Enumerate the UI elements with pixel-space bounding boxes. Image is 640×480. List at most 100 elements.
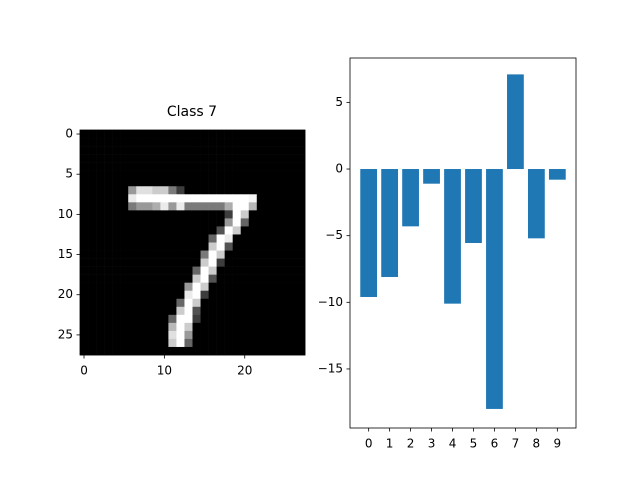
pixel [288, 202, 298, 211]
pixel [208, 258, 217, 267]
pixel [208, 130, 217, 139]
pixel [80, 314, 89, 324]
pixel [168, 266, 177, 275]
pixel [104, 186, 113, 195]
pixel [192, 146, 201, 155]
pixel [272, 226, 282, 235]
pixel [136, 242, 145, 251]
pixel [104, 146, 113, 155]
pixel [272, 162, 282, 171]
pixel [88, 250, 97, 259]
pixel [152, 330, 161, 340]
pixel [152, 146, 161, 155]
pixel [208, 210, 217, 219]
pixel [272, 146, 282, 155]
pixel [256, 282, 266, 292]
pixel [216, 218, 225, 227]
pixel [248, 130, 258, 139]
pixel [80, 130, 89, 139]
pixel [160, 186, 169, 195]
pixel [232, 314, 242, 324]
pixel [96, 338, 105, 348]
pixel [248, 194, 258, 203]
pixel [232, 250, 242, 259]
pixel [200, 226, 209, 235]
pixel [104, 226, 113, 235]
pixel [80, 202, 89, 211]
pixel [288, 346, 298, 356]
pixel [240, 234, 250, 243]
pixel [184, 178, 193, 187]
pixel [96, 186, 105, 195]
pixel [240, 266, 250, 275]
y-tick-label: 0 [65, 127, 73, 141]
pixel [184, 186, 193, 195]
pixel [136, 298, 145, 308]
pixel [208, 298, 217, 308]
pixel [296, 194, 306, 203]
pixel [176, 346, 185, 356]
pixel [96, 314, 105, 324]
pixel [136, 210, 145, 219]
pixel [184, 306, 193, 316]
pixel [128, 258, 137, 267]
pixel [264, 218, 274, 227]
pixel [280, 314, 290, 324]
pixel [216, 274, 225, 283]
pixel [152, 234, 161, 243]
pixel [224, 258, 233, 267]
pixel [152, 210, 161, 219]
x-tick-label: 20 [237, 364, 252, 378]
pixel [240, 306, 250, 316]
pixel [136, 322, 145, 332]
pixel [160, 250, 169, 259]
pixel [248, 274, 258, 283]
pixel [144, 162, 153, 171]
pixel [136, 178, 145, 187]
y-tick-label: 0 [335, 162, 343, 176]
pixel [240, 250, 250, 259]
pixel [136, 330, 145, 340]
pixel [280, 210, 290, 219]
pixel [88, 234, 97, 243]
pixel [168, 162, 177, 171]
pixel [256, 298, 266, 308]
pixel [240, 346, 250, 356]
pixel [88, 170, 97, 179]
pixel [144, 194, 153, 203]
pixel [248, 178, 258, 187]
pixel [144, 306, 153, 316]
pixel [88, 226, 97, 235]
y-tick-label: −5 [325, 228, 343, 242]
pixel [240, 274, 250, 283]
pixel [256, 290, 266, 300]
pixel [128, 250, 137, 259]
pixel [288, 210, 298, 219]
pixel [128, 338, 137, 348]
pixel [80, 242, 89, 251]
pixel [120, 338, 129, 348]
pixel [216, 154, 225, 163]
pixel [248, 314, 258, 324]
pixel [160, 210, 169, 219]
y-tick-label: 10 [58, 207, 73, 221]
pixel [112, 138, 121, 147]
pixel [296, 250, 306, 259]
pixel [112, 130, 121, 139]
pixel [264, 242, 274, 251]
pixel [128, 322, 137, 332]
pixel [176, 258, 185, 267]
pixel [216, 178, 225, 187]
pixel [288, 282, 298, 292]
pixel [264, 322, 274, 332]
pixel [248, 330, 258, 340]
pixel [272, 202, 282, 211]
pixel [80, 218, 89, 227]
pixel [112, 266, 121, 275]
pixel [184, 314, 193, 324]
pixel [184, 242, 193, 251]
pixel [128, 138, 137, 147]
pixel [240, 194, 250, 203]
pixel [152, 346, 161, 356]
